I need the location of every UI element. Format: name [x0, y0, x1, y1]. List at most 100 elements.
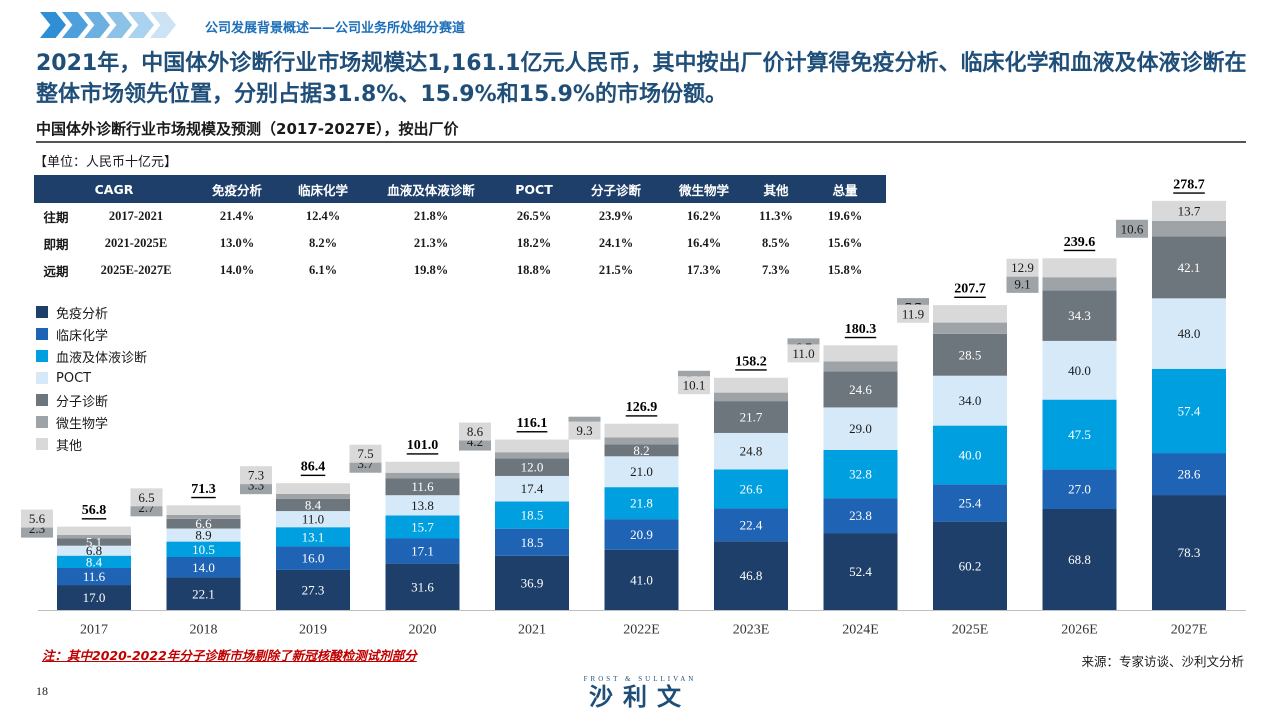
bar-value-label: 48.0	[1178, 326, 1201, 341]
bar-value-label: 25.4	[959, 495, 982, 510]
bar-value-label: 14.0	[192, 560, 215, 575]
legend-label: 血液及体液诊断	[56, 350, 148, 366]
bar-segment	[166, 541, 241, 558]
bar-value-label: 36.9	[521, 575, 544, 590]
logo-tagline: FROST & SULLIVAN	[583, 675, 697, 683]
bar-segment	[57, 526, 131, 535]
bar-value-label: 5.6	[29, 511, 46, 526]
cagr-cell: 7.3%	[761, 263, 791, 277]
bar-value-label: 8.4	[305, 497, 322, 512]
footnote: 注：其中2020-2022年分子诊断市场剔除了新冠核酸检测试剂部分	[42, 648, 417, 663]
bar-total-label: 126.9	[626, 400, 658, 415]
bar-segment	[1152, 298, 1226, 369]
legend-swatch	[36, 306, 48, 318]
bar-value-label: 9.3	[576, 423, 592, 438]
cagr-cell: 18.8%	[516, 263, 552, 277]
bar-value-label: 17.4	[521, 481, 544, 496]
cagr-table: CAGR 免疫分析 临床化学 血液及体液诊断 POCT 分子诊断 微生物学 其他…	[34, 175, 886, 284]
bar-segment	[604, 487, 679, 520]
bar-segment	[823, 498, 898, 534]
bar-segment	[495, 528, 569, 556]
bar-segment	[604, 444, 679, 457]
bar-segment	[495, 452, 569, 459]
bar-segment	[166, 505, 241, 515]
bar-value-label: 17.0	[83, 590, 106, 605]
cagr-cell: 8.2%	[308, 236, 338, 250]
legend-item: 临床化学	[36, 323, 147, 345]
bar-segment	[1042, 509, 1117, 610]
bar-value-label: 7.5	[357, 446, 373, 461]
bar-segment	[57, 534, 131, 539]
bar-segment	[385, 495, 460, 516]
bar-value-label: 34.0	[959, 393, 982, 408]
bar-value-label: 13.8	[411, 498, 434, 513]
value-label-box	[568, 421, 601, 440]
cagr-row: 远期 2025E-2027E 14.0% 6.1% 19.8% 18.8% 21…	[34, 257, 886, 284]
bar-segment	[495, 458, 569, 476]
legend-swatch	[36, 350, 48, 362]
bar-value-label: 27.3	[302, 582, 325, 597]
cagr-header-cell: 临床化学	[280, 175, 366, 203]
bar-value-label: 7.3	[248, 468, 264, 483]
bar-total-label: 86.4	[301, 460, 326, 475]
cagr-period: 2017-2021	[108, 209, 164, 223]
bar-segment	[1152, 220, 1226, 237]
legend-label: 微生物学	[56, 416, 109, 432]
bar-segment	[1152, 368, 1226, 454]
legend-swatch	[36, 328, 48, 340]
bar-value-label: 40.0	[1068, 363, 1091, 378]
bar-value-label: 13.7	[1178, 203, 1201, 218]
legend-swatch	[36, 438, 48, 450]
bar-segment	[823, 533, 898, 610]
bar-value-label: 32.8	[849, 467, 872, 482]
cagr-cell: 19.6%	[827, 209, 863, 223]
cagr-cell: 11.3%	[759, 209, 793, 223]
bar-value-label: 47.5	[1068, 427, 1091, 442]
bar-segment	[714, 508, 788, 542]
bar-value-label: 28.6	[1178, 467, 1201, 482]
bar-segment	[1042, 258, 1117, 278]
bar-segment	[933, 521, 1007, 610]
bar-total-label: 71.3	[191, 482, 216, 497]
x-tick-label: 2024E	[842, 623, 879, 638]
bar-segment	[823, 361, 898, 372]
bar-segment	[276, 498, 350, 512]
bar-value-label: 68.8	[1068, 552, 1091, 567]
bar-value-label: 18.5	[521, 535, 544, 550]
bar-segment	[714, 541, 788, 610]
bar-segment	[1042, 277, 1117, 291]
bar-segment	[385, 478, 460, 496]
bar-value-label: 24.8	[740, 444, 763, 459]
x-tick-label: 2019	[299, 623, 327, 638]
cagr-header-cell: CAGR	[34, 175, 194, 203]
cagr-cell: 16.2%	[686, 209, 722, 223]
bar-value-label: 23.8	[849, 508, 872, 523]
bar-value-label: 6.8	[86, 543, 102, 558]
cagr-cell: 26.5%	[516, 209, 552, 223]
bar-value-label: 22.1	[192, 586, 215, 601]
bar-total-label: 116.1	[517, 416, 548, 431]
bar-segment	[385, 563, 460, 610]
bar-segment	[933, 425, 1007, 485]
bar-segment	[604, 437, 679, 445]
bar-value-label: 20.9	[630, 527, 653, 542]
bar-segment	[714, 401, 788, 433]
bar-value-label: 78.3	[1178, 545, 1201, 560]
bar-value-label: 8.6	[467, 424, 484, 439]
cagr-header-cell: 免疫分析	[194, 175, 280, 203]
bar-segment	[57, 568, 131, 586]
cagr-cell: 19.8%	[413, 263, 449, 277]
cagr-cell: 16.4%	[686, 236, 722, 250]
cagr-cell: 14.0%	[219, 263, 255, 277]
legend-label: 免疫分析	[56, 306, 109, 322]
value-label-box	[349, 444, 382, 463]
value-label-box	[1116, 219, 1148, 238]
x-tick-label: 2022E	[623, 623, 660, 638]
bar-value-label: 6.6	[195, 516, 212, 531]
bar-total-label: 207.7	[954, 282, 986, 297]
cagr-header-cell: 其他	[748, 175, 804, 203]
bar-segment	[276, 527, 350, 547]
page-number: 18	[36, 684, 48, 698]
legend-swatch	[36, 416, 48, 428]
bar-value-label: 57.4	[1178, 403, 1201, 418]
